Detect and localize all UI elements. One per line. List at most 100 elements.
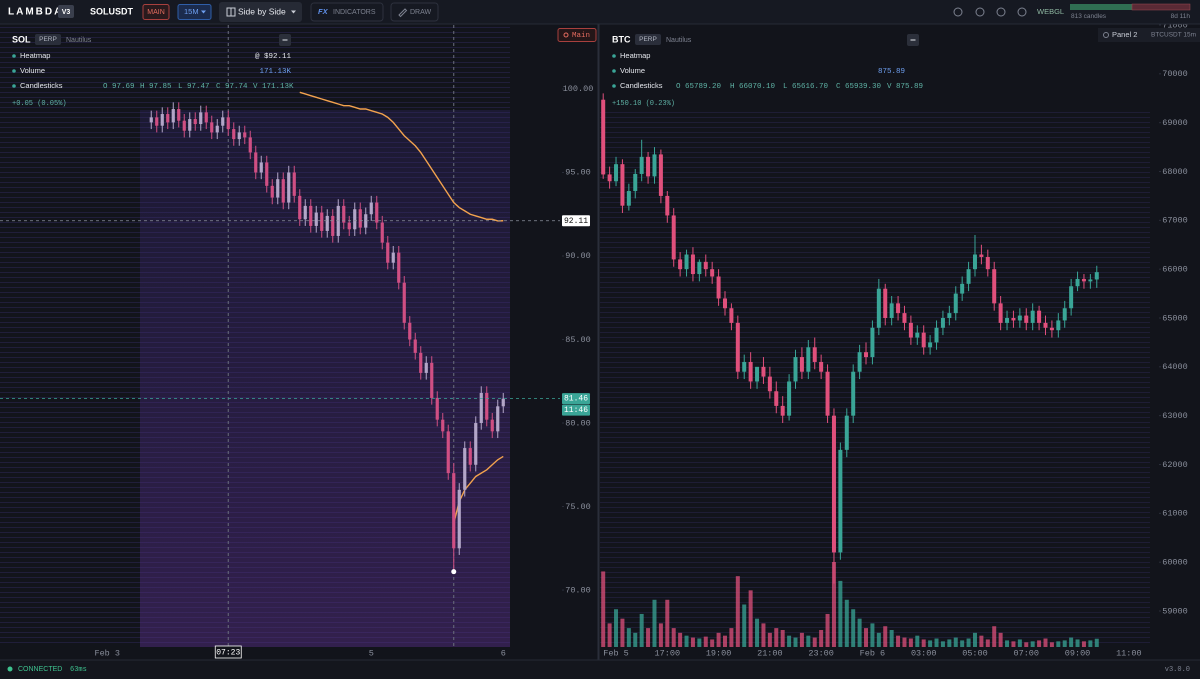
volume-bar [780, 630, 785, 647]
legend-label: Candlesticks [620, 81, 663, 90]
candle-body [457, 489, 461, 549]
candle-body [474, 423, 478, 465]
candle-body [716, 276, 721, 299]
candle-body [857, 352, 862, 372]
candle-body [375, 202, 379, 223]
candle-body [1062, 308, 1067, 321]
volume-bar [1069, 637, 1074, 647]
panel-tab[interactable] [1098, 28, 1200, 42]
volume-bar [735, 576, 740, 647]
candle-body [1043, 322, 1048, 328]
candle-body [364, 214, 368, 228]
candle-body [155, 117, 159, 126]
candle-body [851, 371, 856, 416]
symbol[interactable]: SOLUSDT [90, 6, 134, 16]
volume-bar [953, 637, 958, 647]
layout-button[interactable] [219, 2, 302, 22]
volume-bar [1075, 639, 1080, 647]
candle-body [496, 406, 500, 432]
candle-body [397, 252, 401, 283]
indicators-button[interactable] [310, 2, 384, 22]
legend-label: Volume [20, 66, 45, 75]
settings-icon[interactable] [1017, 7, 1027, 17]
ohlcv: C 97.74 [216, 83, 248, 91]
tool-icon[interactable] [953, 7, 963, 17]
interval-badge[interactable] [177, 4, 212, 20]
candle-body [697, 261, 702, 275]
market: PERP [639, 36, 657, 43]
candle-body [838, 449, 843, 553]
volume-bar [761, 623, 766, 647]
heatmap-value: @ $92.11 [255, 53, 292, 61]
ohlcv: L 97.47 [178, 83, 210, 91]
candle-body [646, 156, 651, 177]
candle-body [320, 212, 324, 231]
candle-body [787, 381, 792, 416]
volume-bar [742, 604, 747, 647]
mode-badge[interactable] [142, 4, 170, 20]
candle-body [1030, 310, 1035, 323]
candle-body [490, 419, 494, 432]
candle-body [601, 99, 606, 175]
candle-body [1088, 279, 1093, 282]
volume-bar [992, 626, 997, 647]
volume-bar [985, 639, 990, 647]
x-tick-label: 6 [501, 648, 506, 658]
x-tick-label: Feb 6 [860, 648, 886, 658]
countdown-tag [562, 404, 590, 416]
candle-body [347, 222, 351, 230]
candle-body [620, 164, 625, 206]
volume-bar [1005, 640, 1010, 647]
volume-bar [620, 618, 625, 647]
y-tick-label: 68000 [1162, 167, 1188, 177]
x-tick-label: 03:00 [911, 648, 937, 658]
candle-body [1081, 278, 1086, 282]
candle-body [607, 174, 612, 182]
volume-bar [921, 639, 926, 647]
volume-bar [838, 580, 843, 647]
candle-body [614, 164, 619, 182]
y-tick-label: 64000 [1162, 362, 1188, 372]
volume-bar [799, 632, 804, 647]
candle-body [419, 352, 423, 373]
legend-label: Volume [620, 66, 645, 75]
volume-bar [614, 609, 619, 647]
candle-body [940, 318, 945, 328]
candle-body [870, 327, 875, 358]
draw-button[interactable] [390, 2, 439, 22]
candle-count: 813 candles [1071, 13, 1107, 20]
main-button[interactable] [557, 28, 597, 42]
volume-bar [767, 632, 772, 647]
alert-icon[interactable] [975, 7, 985, 17]
candle-body [243, 132, 247, 138]
volume-bar [722, 635, 727, 647]
volume-bar [966, 638, 971, 647]
candle-body [254, 152, 258, 173]
candle-body [633, 173, 638, 192]
ohlcv: O 65789.20 [676, 83, 722, 91]
legend-dot [12, 69, 16, 73]
candle-body [806, 347, 811, 372]
ohlcv: V 171.13K [253, 83, 294, 91]
y-tick-label: 80.00 [565, 418, 591, 428]
volume-bar [684, 635, 689, 647]
volume-bar [928, 640, 933, 647]
volume-bar [703, 636, 708, 647]
candle-body [298, 195, 302, 220]
candle-body [485, 392, 489, 420]
y-tick-label: 95.00 [565, 168, 591, 178]
candle-body [710, 269, 715, 277]
ohlcv: L 65616.70 [783, 83, 829, 91]
heatmap-texture [600, 110, 1150, 647]
candle-body [729, 308, 734, 323]
candle-body [755, 366, 760, 382]
candle-body [844, 415, 849, 450]
candle-body [391, 252, 395, 263]
candle-body [182, 120, 186, 131]
candle-body [793, 357, 798, 382]
notify-icon[interactable] [996, 7, 1006, 17]
candle-body [626, 191, 631, 206]
candle-body [1094, 272, 1099, 280]
source: Nautilus [666, 37, 692, 44]
candle-body [928, 342, 933, 348]
